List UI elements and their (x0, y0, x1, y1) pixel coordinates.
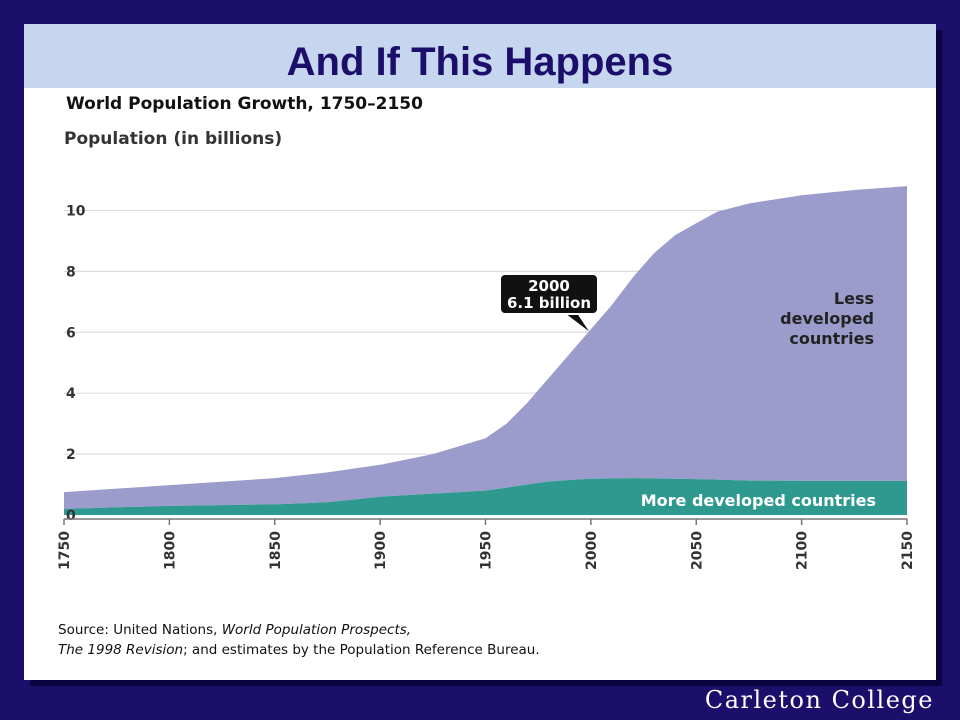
source-rest: ; and estimates by the Population Refere… (183, 642, 540, 658)
title-band (24, 24, 936, 88)
source-line-1: Source: United Nations, World Population… (58, 620, 540, 640)
x-tick-label-1800: 1800 (162, 531, 178, 570)
x-tick-label-2000: 2000 (584, 531, 600, 570)
chart-title: World Population Growth, 1750–2150 (66, 94, 423, 114)
area-layer (64, 186, 907, 515)
x-tick-label-1900: 1900 (373, 531, 389, 570)
y-tick-label-8: 8 (66, 264, 76, 280)
y-axis-label: Population (in billions) (64, 129, 282, 149)
y-tick-label-2: 2 (66, 447, 76, 463)
series-label-less-developed-line-2: developed (780, 309, 874, 328)
series-area-less-developed (64, 186, 907, 509)
x-tick-label-1850: 1850 (268, 531, 284, 570)
annotation-box-0 (499, 273, 599, 315)
annotation-value-0: 6.1 billion (507, 294, 591, 312)
series-label-more-developed: More developed countries (641, 491, 876, 510)
source-revision: The 1998 Revision (58, 642, 184, 658)
source-publication: World Population Prospects, (221, 622, 412, 638)
population-chart: Population (in billions) 0 2 4 6 8 10 1750 1800… (57, 129, 916, 570)
x-tick-label-2150: 2150 (900, 531, 916, 570)
annotation-year-0: 2000 (528, 277, 570, 295)
source-line-2: The 1998 Revision; and estimates by the … (58, 640, 540, 660)
y-tick-label-4: 4 (66, 386, 76, 402)
series-label-less-developed-line-1: Less (834, 289, 874, 308)
annotation-pointer-0 (564, 313, 589, 332)
series-area-more-developed (64, 478, 907, 515)
series-label-less-developed-line-3: countries (789, 329, 874, 348)
x-tick-label-1750: 1750 (57, 531, 73, 570)
x-tick-label-2050: 2050 (689, 531, 705, 570)
source-prefix: Source: United Nations, (58, 622, 222, 638)
x-tick-label-2100: 2100 (795, 531, 811, 570)
axis-layer: 0 2 4 6 8 10 1750 1800 1850 1900 1950 2000 2050 2100 2… (57, 203, 916, 570)
y-tick-label-0: 0 (66, 508, 76, 524)
footer-brand-logo: Carleton College (704, 686, 934, 714)
y-tick-label-10: 10 (66, 203, 86, 219)
slide-title: And If This Happens (286, 40, 674, 84)
y-tick-label-6: 6 (66, 325, 76, 341)
source-note: Source: United Nations, World Population… (58, 620, 540, 660)
slide: And If This Happens World Population Gro… (24, 24, 936, 680)
x-tick-label-1950: 1950 (479, 531, 495, 570)
